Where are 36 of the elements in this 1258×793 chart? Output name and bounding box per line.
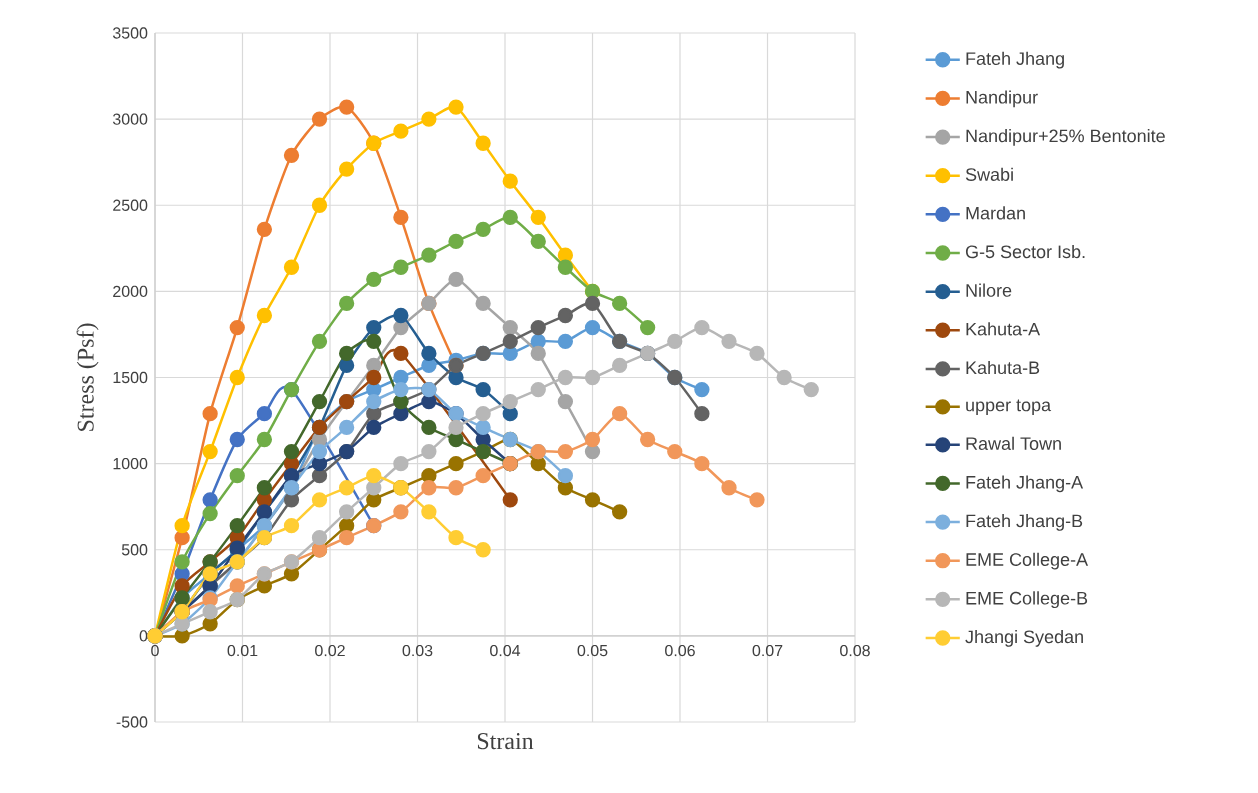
x-tick-label: 0.06 xyxy=(665,644,695,657)
x-axis-title: Strain xyxy=(477,733,534,750)
y-tick-label: 2000 xyxy=(113,285,148,298)
legend-label: Swabi xyxy=(965,167,1013,181)
x-tick-label: 0.03 xyxy=(402,644,433,657)
legend-label: Fateh Jhang xyxy=(966,51,1064,69)
legend-label: Nilore xyxy=(966,283,1012,297)
x-tick-label: 0.01 xyxy=(227,644,258,657)
x-tick-label: 0.08 xyxy=(840,644,870,657)
y-tick-label: 1500 xyxy=(113,371,148,384)
legend-label: G-5 Sector Isb. xyxy=(965,244,1085,259)
x-tick-label: 0.04 xyxy=(490,644,521,657)
legend-label: Nandipur xyxy=(966,90,1038,108)
y-axis-title: Stress (Psf) xyxy=(76,323,99,431)
y-tick-label: 3000 xyxy=(112,113,148,125)
legend-label: Kahuta-B xyxy=(966,360,1040,375)
y-tick-label: 1000 xyxy=(113,457,148,470)
legend-label: Jhangi Syedan xyxy=(965,629,1083,647)
y-tick-label: 2500 xyxy=(113,199,148,211)
legend-label: Fateh Jhang-A xyxy=(966,475,1084,493)
y-tick-label: 500 xyxy=(121,544,148,556)
legend-label: Kahuta-A xyxy=(966,322,1041,336)
y-tick-label: 3500 xyxy=(112,27,148,39)
legend-label: Fateh Jhang-B xyxy=(966,514,1083,531)
legend-label: EME College-B xyxy=(966,591,1088,609)
x-tick-label: 0.07 xyxy=(752,644,783,657)
legend-label: EME College-A xyxy=(966,552,1089,570)
legend-label: upper topa xyxy=(966,399,1052,415)
legend-label: Nandipur+25% Bentonite xyxy=(966,129,1165,146)
x-tick-label: 0 xyxy=(151,644,159,657)
legend-label: Rawal Town xyxy=(966,436,1061,450)
x-tick-label: 0.05 xyxy=(577,644,608,657)
legend-label: Mardan xyxy=(966,206,1025,220)
y-tick-label: -500 xyxy=(116,716,148,728)
x-tick-label: 0.02 xyxy=(315,644,345,657)
y-tick-label: 0 xyxy=(139,630,148,642)
